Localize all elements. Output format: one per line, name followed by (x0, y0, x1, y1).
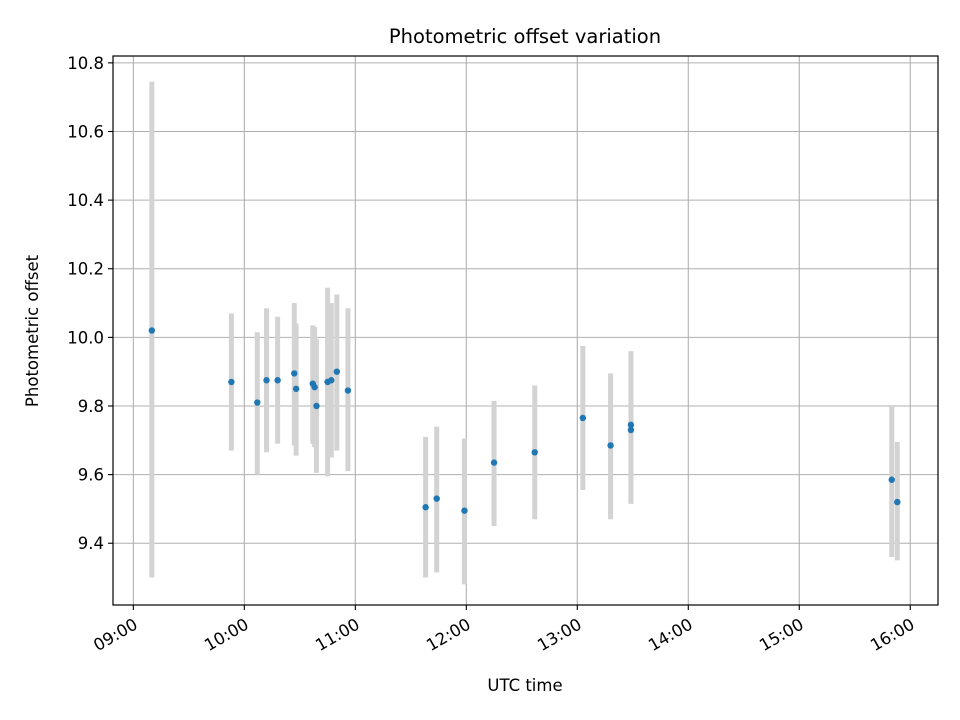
data-point (627, 421, 635, 429)
data-point (490, 459, 498, 466)
y-axis-ticks: 9.4 9.6 9.8 10.0 10.2 10.4 10.6 10.8 (67, 54, 113, 553)
y-tick-label: 9.4 (78, 534, 104, 553)
data-point (433, 495, 440, 502)
data-point (333, 368, 341, 375)
x-axis-label: UTC time (487, 676, 562, 695)
data-point (274, 377, 281, 384)
grid-lines (113, 56, 938, 605)
y-tick-label: 10.0 (67, 328, 104, 347)
y-tick-label: 10.2 (67, 260, 104, 279)
data-point (627, 426, 635, 434)
data-point (894, 498, 901, 506)
data-point (263, 377, 270, 384)
data-point (228, 378, 235, 386)
y-tick-label: 9.8 (78, 397, 104, 416)
data-point (531, 449, 538, 456)
y-tick-label: 10.8 (67, 54, 104, 73)
data-point (422, 504, 429, 511)
data-point (328, 377, 335, 384)
data-point (254, 399, 261, 406)
data-point (313, 402, 320, 410)
data-point (607, 442, 614, 449)
data-point (311, 383, 318, 391)
chart-title: Photometric offset variation (389, 25, 661, 48)
data-point (291, 370, 298, 377)
data-point (461, 507, 468, 514)
data-point (888, 476, 895, 483)
data-point (344, 387, 352, 394)
data-point (148, 327, 156, 334)
y-tick-label: 10.6 (67, 122, 104, 141)
y-tick-label: 9.6 (78, 466, 104, 485)
data-point (292, 385, 300, 393)
plot-area-frame (112, 55, 939, 606)
data-point (579, 414, 587, 422)
data-points (148, 327, 901, 514)
y-axis-label: Photometric offset (23, 254, 42, 407)
y-tick-label: 10.4 (67, 191, 104, 210)
